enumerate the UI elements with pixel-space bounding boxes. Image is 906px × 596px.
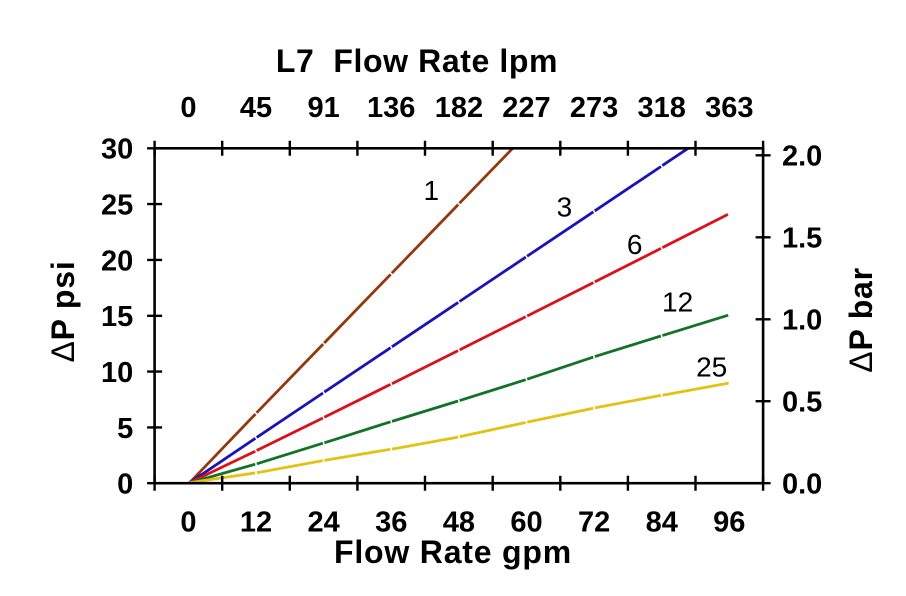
- svg-text:12: 12: [240, 507, 272, 539]
- svg-text:20: 20: [101, 245, 133, 277]
- svg-text:318: 318: [638, 92, 686, 124]
- svg-text:1: 1: [424, 175, 440, 206]
- svg-text:91: 91: [307, 92, 339, 124]
- svg-text:25: 25: [101, 190, 133, 222]
- svg-text:ΔP psi: ΔP psi: [45, 260, 81, 362]
- svg-text:60: 60: [510, 507, 542, 539]
- svg-text:0: 0: [180, 507, 196, 539]
- svg-text:36: 36: [375, 507, 407, 539]
- svg-text:1.5: 1.5: [782, 223, 822, 255]
- svg-text:182: 182: [435, 92, 483, 124]
- svg-text:ΔP bar: ΔP bar: [843, 267, 879, 373]
- svg-text:0.5: 0.5: [782, 387, 822, 419]
- svg-text:3: 3: [557, 192, 573, 223]
- svg-text:2.0: 2.0: [782, 141, 822, 173]
- svg-text:25: 25: [696, 351, 727, 382]
- svg-text:30: 30: [101, 134, 133, 166]
- svg-text:L7 Flow Rate lpm: L7 Flow Rate lpm: [276, 43, 558, 79]
- svg-text:10: 10: [101, 357, 133, 389]
- svg-text:0.0: 0.0: [782, 469, 822, 501]
- svg-text:136: 136: [367, 92, 415, 124]
- svg-text:0: 0: [180, 92, 196, 124]
- svg-text:72: 72: [578, 507, 610, 539]
- svg-text:363: 363: [705, 92, 753, 124]
- svg-text:5: 5: [117, 413, 133, 445]
- svg-text:48: 48: [443, 507, 475, 539]
- svg-text:84: 84: [646, 507, 678, 539]
- svg-text:Flow Rate gpm: Flow Rate gpm: [334, 534, 572, 570]
- svg-text:273: 273: [570, 92, 618, 124]
- svg-text:0: 0: [117, 469, 133, 501]
- svg-text:45: 45: [240, 92, 272, 124]
- svg-text:96: 96: [713, 507, 745, 539]
- svg-text:6: 6: [627, 229, 643, 260]
- svg-text:227: 227: [502, 92, 550, 124]
- svg-text:1.0: 1.0: [782, 305, 822, 337]
- svg-text:24: 24: [307, 507, 339, 539]
- svg-text:12: 12: [662, 287, 693, 318]
- svg-text:15: 15: [101, 301, 133, 333]
